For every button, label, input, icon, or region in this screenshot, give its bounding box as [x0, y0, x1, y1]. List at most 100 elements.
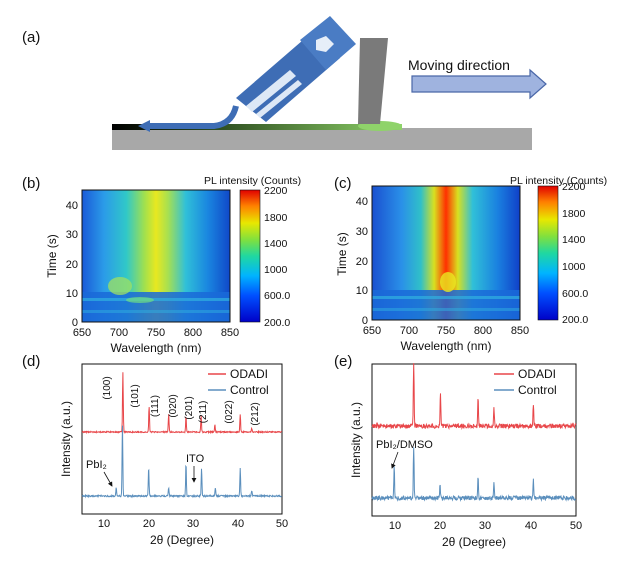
x-axis-label-b: Wavelength (nm) [111, 341, 202, 355]
y-tick: 20 [356, 256, 368, 268]
legend-label: Control [518, 383, 557, 397]
coating-blade [358, 38, 388, 124]
panel-c: (c) PL intensity (Counts) 2200 1800 1400… [334, 175, 607, 353]
panel-a: (a) Moving direction [22, 16, 547, 150]
y-tick: 30 [66, 229, 78, 241]
heatmap-b-frame [81, 189, 231, 323]
series-line-control [81, 425, 282, 499]
legend-label: ODADI [518, 367, 556, 381]
y-tick: 20 [66, 259, 78, 271]
plot-frame-e [371, 363, 577, 517]
colorbar-tick: 2200 [264, 185, 288, 197]
colorbar-tick: 600.0 [562, 288, 588, 300]
x-tick: 50 [276, 518, 288, 530]
pbi2-arrow-icon [103, 471, 113, 487]
colorbar-title-b: PL intensity (Counts) [204, 175, 301, 187]
substrate [112, 128, 532, 150]
series-line-odadi [371, 363, 577, 431]
y-axis-label-c: Time (s) [335, 232, 349, 276]
peak-label: (101) [130, 384, 141, 407]
colorbar-tick: 200.0 [264, 317, 290, 329]
heatmap-b-early-time-band [82, 277, 230, 322]
panel-d-label: (d) [22, 353, 40, 370]
x-tick: 650 [73, 327, 91, 339]
x-tick: 750 [147, 327, 165, 339]
colorbar-tick: 1800 [562, 208, 586, 220]
series-line-control [371, 447, 577, 502]
y-tick: 30 [356, 226, 368, 238]
legend-label: Control [230, 383, 269, 397]
y-axis-label-e: Intensity (a.u.) [349, 402, 363, 478]
colorbar-tick: 1400 [264, 238, 288, 250]
y-tick: 10 [66, 288, 78, 300]
moving-direction-label: Moving direction [408, 57, 510, 73]
y-tick: 40 [356, 196, 368, 208]
peak-label: (022) [224, 400, 235, 423]
x-tick: 800 [184, 327, 202, 339]
pbi2-dmso-annotation: PbI₂/DMSO [376, 439, 433, 451]
x-tick: 20 [143, 518, 155, 530]
panel-a-label: (a) [22, 29, 40, 46]
perovskite-film [112, 124, 402, 130]
x-tick: 40 [232, 518, 244, 530]
x-tick: 50 [570, 520, 582, 532]
pbi2-annotation: PbI₂ [86, 459, 107, 471]
x-tick: 30 [479, 520, 491, 532]
gas-flow-arrowhead-icon [138, 120, 150, 132]
colorbar-b [239, 189, 261, 323]
panel-d: (d) ODADI Control (100) (101) (111) (020… [22, 353, 288, 547]
x-axis-label-e: 2θ (Degree) [442, 535, 506, 549]
x-tick: 850 [511, 325, 529, 337]
legend-label: ODADI [230, 367, 268, 381]
colorbar-tick: 2200 [562, 181, 586, 193]
legend-d: ODADI Control [208, 367, 269, 397]
heatmap-c-frame [371, 185, 521, 321]
peak-label: (201) [184, 396, 195, 419]
series-line-odadi [81, 372, 283, 435]
peak-label: (100) [102, 376, 113, 399]
y-tick: 10 [356, 285, 368, 297]
peak-label: (020) [168, 394, 179, 417]
colorbar-tick: 1000 [562, 261, 586, 273]
panel-c-label: (c) [334, 175, 352, 192]
panel-e: (e) ODADI Control PbI₂/DMSO 10 20 30 40 … [334, 353, 582, 549]
peak-label: (211) [198, 401, 209, 424]
colorbar-tick: 1400 [562, 234, 586, 246]
x-tick: 750 [437, 325, 455, 337]
panel-e-label: (e) [334, 353, 352, 370]
x-tick: 700 [110, 327, 128, 339]
x-axis-label-c: Wavelength (nm) [401, 339, 492, 353]
x-tick: 40 [525, 520, 537, 532]
colorbar-tick: 1800 [264, 212, 288, 224]
colorbar-tick: 1000 [264, 264, 288, 276]
heatmap-c-early-time-band [372, 272, 520, 320]
y-tick: 0 [72, 317, 78, 329]
peak-label: (212) [250, 402, 261, 425]
x-tick: 10 [98, 518, 110, 530]
gas-nozzle [236, 16, 356, 122]
peak-label: (111) [150, 395, 161, 417]
x-tick: 800 [474, 325, 492, 337]
colorbar-title-c: PL intensity (Counts) [510, 175, 607, 187]
pbi2-dmso-arrow-icon [391, 451, 399, 469]
panel-b-label: (b) [22, 175, 40, 192]
colorbar-tick: 200.0 [562, 314, 588, 326]
y-axis-label-b: Time (s) [45, 234, 59, 278]
x-tick: 650 [363, 325, 381, 337]
moving-direction-arrow-icon [411, 68, 547, 100]
gas-flow-path [150, 105, 239, 129]
y-tick: 0 [362, 315, 368, 327]
y-axis-label-d: Intensity (a.u.) [59, 401, 73, 477]
colorbar-tick: 600.0 [264, 290, 290, 302]
colorbar-c [537, 185, 559, 321]
ito-annotation: ITO [186, 453, 205, 465]
panel-b: (b) PL intensity (Counts) 2200 1800 1400… [22, 175, 301, 355]
plot-frame-d [81, 363, 283, 515]
xrd-plot-e [371, 363, 577, 502]
legend-e: ODADI Control [494, 367, 557, 397]
x-tick: 700 [400, 325, 418, 337]
x-tick: 10 [389, 520, 401, 532]
x-tick: 20 [434, 520, 446, 532]
x-axis-label-d: 2θ (Degree) [150, 533, 214, 547]
